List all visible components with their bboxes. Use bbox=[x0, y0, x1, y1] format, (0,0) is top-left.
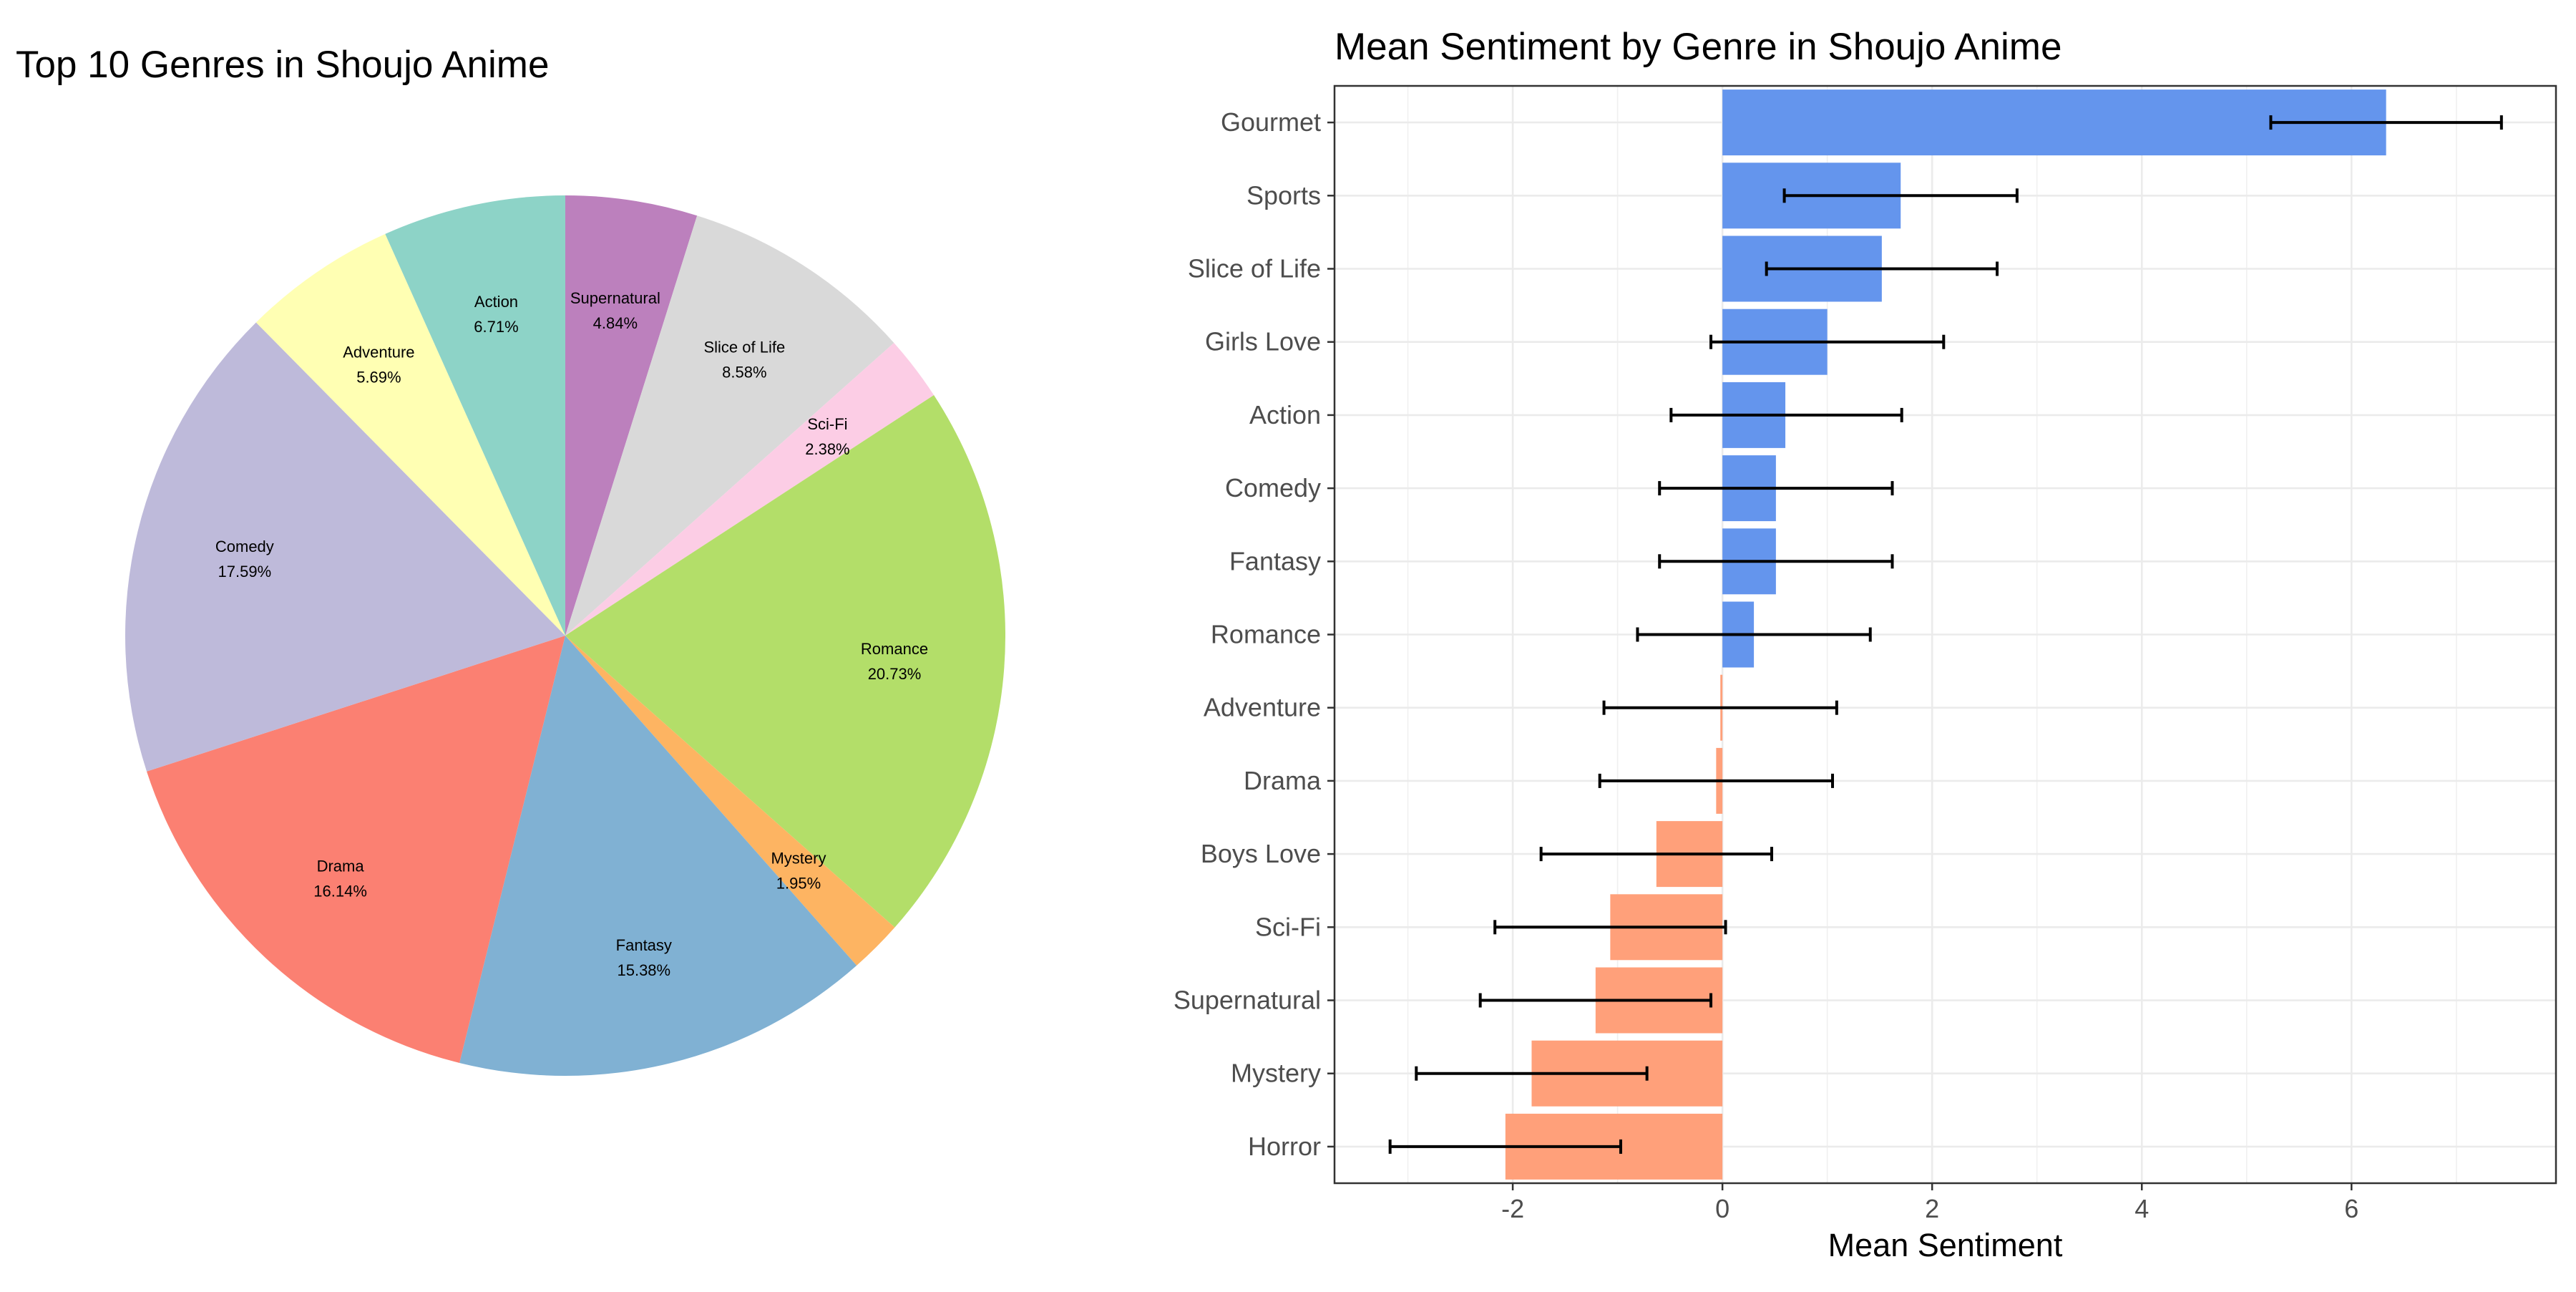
pie-slice-mystery bbox=[565, 636, 895, 966]
pie-label-action: Action bbox=[474, 293, 518, 311]
pie-label-drama: Drama bbox=[317, 858, 365, 875]
error-bar-gourmet bbox=[2269, 115, 2503, 130]
pie-slice-fantasy bbox=[459, 636, 857, 1076]
pie-labels: Supernatural 4.84% Slice of Life 8.58% Sci-F… bbox=[215, 289, 928, 979]
y-axis: Gourmet Sports Slice of Life Girls Love Acti… bbox=[1174, 107, 1335, 1161]
y-tick-label-supernatural: Supernatural bbox=[1174, 986, 1321, 1015]
pie-slice-romance bbox=[565, 395, 1005, 928]
error-bar-slice-of-life bbox=[1765, 261, 1999, 276]
error-bar-sci-fi bbox=[1493, 920, 1727, 935]
pie-slice-supernatural bbox=[565, 195, 698, 636]
pie-percent-sci-fi: 2.38% bbox=[805, 440, 849, 458]
pie-chart-panel: Top 10 Genres in Shoujo Anime Supernatur… bbox=[16, 44, 1005, 1076]
x-tick-label: 6 bbox=[2344, 1194, 2358, 1223]
bar-chart-panel: Mean Sentiment by Genre in Shoujo Anime … bbox=[1174, 26, 2557, 1263]
pie-chart-title: Top 10 Genres in Shoujo Anime bbox=[16, 44, 549, 86]
error-bar-supernatural bbox=[1478, 993, 1713, 1008]
pie-percent-comedy: 17.59% bbox=[218, 563, 272, 581]
bar-chart-title: Mean Sentiment by Genre in Shoujo Anime bbox=[1335, 26, 2062, 68]
y-tick-label-girls-love: Girls Love bbox=[1205, 327, 1321, 356]
y-tick-label-adventure: Adventure bbox=[1204, 693, 1321, 722]
error-bar-mystery bbox=[1415, 1066, 1649, 1081]
y-tick-label-slice-of-life: Slice of Life bbox=[1188, 254, 1321, 283]
y-tick-label-action: Action bbox=[1249, 400, 1321, 429]
y-tick-label-horror: Horror bbox=[1248, 1132, 1321, 1161]
y-tick-label-comedy: Comedy bbox=[1225, 473, 1321, 502]
error-bar-drama bbox=[1598, 773, 1834, 788]
pie-label-mystery: Mystery bbox=[771, 849, 826, 867]
pie-slice-drama bbox=[147, 636, 565, 1063]
pie-slice-slice-of-life bbox=[565, 215, 894, 636]
error-bar-action bbox=[1669, 407, 1903, 422]
pie-percent-drama: 16.14% bbox=[313, 883, 367, 900]
y-tick-label-fantasy: Fantasy bbox=[1229, 546, 1321, 575]
pie-label-fantasy: Fantasy bbox=[616, 936, 672, 954]
y-tick-label-drama: Drama bbox=[1244, 766, 1322, 795]
pie-slice-comedy bbox=[125, 322, 566, 772]
error-bar-comedy bbox=[1658, 481, 1894, 496]
x-tick-label: -2 bbox=[1501, 1194, 1524, 1223]
y-tick-label-boys-love: Boys Love bbox=[1201, 839, 1321, 868]
pie-label-romance: Romance bbox=[861, 640, 928, 658]
pie-label-slice-of-life: Slice of Life bbox=[703, 339, 785, 356]
pie-slice-action bbox=[385, 195, 565, 636]
x-tick-label: 4 bbox=[2135, 1194, 2149, 1223]
pie-label-comedy: Comedy bbox=[215, 538, 274, 555]
pie-label-supernatural: Supernatural bbox=[570, 289, 660, 307]
pie-percent-adventure: 5.69% bbox=[356, 368, 401, 386]
pie-label-sci-fi: Sci-Fi bbox=[807, 415, 847, 433]
error-bar-girls-love bbox=[1709, 334, 1946, 349]
pie-label-adventure: Adventure bbox=[343, 343, 414, 361]
y-tick-label-mystery: Mystery bbox=[1231, 1059, 1321, 1088]
error-bar-boys-love bbox=[1539, 847, 1774, 862]
x-axis-title: Mean Sentiment bbox=[1828, 1227, 2063, 1263]
pie-percent-romance: 20.73% bbox=[868, 665, 922, 683]
x-tick-label: 0 bbox=[1715, 1194, 1729, 1223]
pie-percent-supernatural: 4.84% bbox=[593, 314, 638, 332]
y-tick-label-sci-fi: Sci-Fi bbox=[1255, 912, 1321, 941]
x-tick-label: 2 bbox=[1925, 1194, 1939, 1223]
pie-percent-mystery: 1.95% bbox=[776, 874, 821, 892]
error-bar-horror bbox=[1388, 1139, 1623, 1154]
pie-percent-fantasy: 15.38% bbox=[617, 961, 670, 979]
x-axis: -2 0 2 4 6 bbox=[1501, 1183, 2358, 1223]
y-tick-label-romance: Romance bbox=[1211, 620, 1321, 649]
pie-slice-adventure bbox=[255, 233, 565, 636]
y-tick-label-sports: Sports bbox=[1246, 180, 1321, 210]
pie-slices bbox=[125, 195, 1005, 1076]
pie-percent-action: 6.71% bbox=[474, 318, 518, 336]
y-tick-label-gourmet: Gourmet bbox=[1221, 107, 1321, 137]
error-bar-fantasy bbox=[1658, 554, 1894, 569]
pie-slice-sci-fi bbox=[565, 343, 935, 636]
error-bar-adventure bbox=[1602, 700, 1838, 715]
error-bar-sports bbox=[1782, 188, 2019, 203]
error-bars bbox=[1388, 115, 2503, 1154]
error-bar-romance bbox=[1636, 627, 1872, 642]
pie-percent-slice-of-life: 8.58% bbox=[722, 364, 766, 382]
